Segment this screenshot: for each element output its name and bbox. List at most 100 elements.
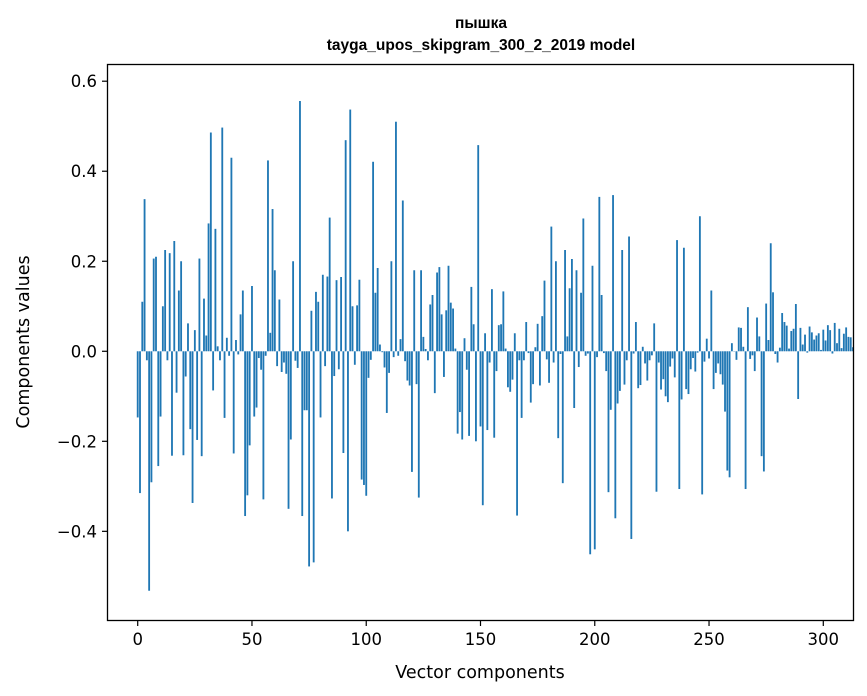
bar (285, 351, 288, 374)
bar (248, 351, 251, 446)
bar (644, 351, 646, 364)
bar (475, 351, 477, 442)
x-tick-label: 50 (241, 630, 262, 649)
bar (349, 109, 352, 352)
bar (363, 351, 365, 485)
bar (785, 325, 788, 352)
chart-subtitle: tayga_upos_skipgram_300_2_2019 model (327, 37, 635, 54)
bar (326, 276, 329, 352)
bar (367, 351, 370, 378)
bar (331, 351, 333, 499)
bar (411, 351, 413, 472)
bar (776, 351, 779, 363)
bar (831, 351, 834, 354)
bar (628, 236, 630, 352)
bar (568, 288, 571, 352)
bar (283, 351, 285, 363)
bar (164, 250, 167, 352)
bar (317, 301, 320, 352)
y-tick-label: −0.2 (57, 432, 97, 451)
bar (447, 265, 450, 352)
bar (804, 334, 806, 352)
bar (735, 351, 738, 360)
bar (833, 322, 836, 352)
bar (765, 303, 768, 352)
bar (209, 132, 212, 352)
bar (614, 351, 617, 519)
bar (214, 228, 217, 352)
bar (847, 336, 850, 352)
bar (571, 259, 573, 352)
bar (772, 292, 774, 352)
y-tick-label: 0.6 (71, 72, 97, 91)
bar (792, 328, 795, 352)
bar (815, 335, 818, 352)
bar (539, 351, 541, 386)
bar (175, 351, 178, 393)
bar (449, 302, 452, 352)
bar (301, 351, 304, 517)
bar (676, 240, 678, 352)
bar (292, 261, 295, 352)
bar (205, 335, 208, 352)
bar (566, 336, 569, 352)
bar (182, 351, 185, 456)
y-tick-label: 0.0 (71, 342, 97, 361)
bar (799, 327, 802, 352)
bar (511, 351, 514, 380)
bar (465, 351, 468, 370)
bar (262, 351, 265, 500)
bar (600, 295, 603, 352)
y-axis-ticks: −0.4 −0.2 0.0 0.2 0.4 0.6 (57, 72, 108, 541)
bar (564, 250, 566, 352)
bar (385, 351, 388, 413)
bar (701, 351, 704, 495)
bar (463, 338, 466, 352)
bar (596, 351, 598, 358)
bar (516, 351, 518, 516)
bar (312, 351, 315, 563)
bar (342, 351, 345, 454)
bar (836, 343, 838, 352)
bar (607, 351, 610, 493)
bar (749, 351, 752, 359)
bar (801, 344, 804, 352)
bar (456, 351, 459, 434)
bar (470, 286, 473, 352)
bar (191, 351, 194, 503)
bar (200, 351, 203, 457)
bar (251, 286, 253, 352)
bar (824, 340, 827, 352)
bar (395, 121, 397, 352)
bar (365, 351, 368, 496)
bar (239, 314, 242, 352)
chart-title: пышка (455, 15, 507, 32)
bar (443, 351, 445, 377)
bar (586, 351, 589, 354)
bar (669, 351, 672, 367)
bar (223, 351, 226, 418)
bar (168, 253, 171, 352)
bar (559, 351, 562, 354)
bar (189, 351, 192, 430)
bar (180, 261, 183, 352)
bar (767, 340, 770, 352)
bar (641, 346, 644, 352)
bar (719, 351, 722, 375)
bar (660, 351, 662, 390)
bar (148, 351, 151, 591)
bar (493, 351, 496, 438)
bars-group (136, 101, 854, 591)
bar (598, 196, 601, 352)
bar (740, 327, 742, 352)
bar (518, 351, 521, 361)
bar (504, 348, 507, 352)
bar (152, 258, 155, 352)
bar (730, 343, 733, 352)
bar (527, 351, 530, 354)
bar (639, 351, 642, 386)
bar (746, 307, 749, 352)
bar (808, 326, 811, 352)
bar (550, 226, 553, 352)
bar (207, 223, 210, 352)
